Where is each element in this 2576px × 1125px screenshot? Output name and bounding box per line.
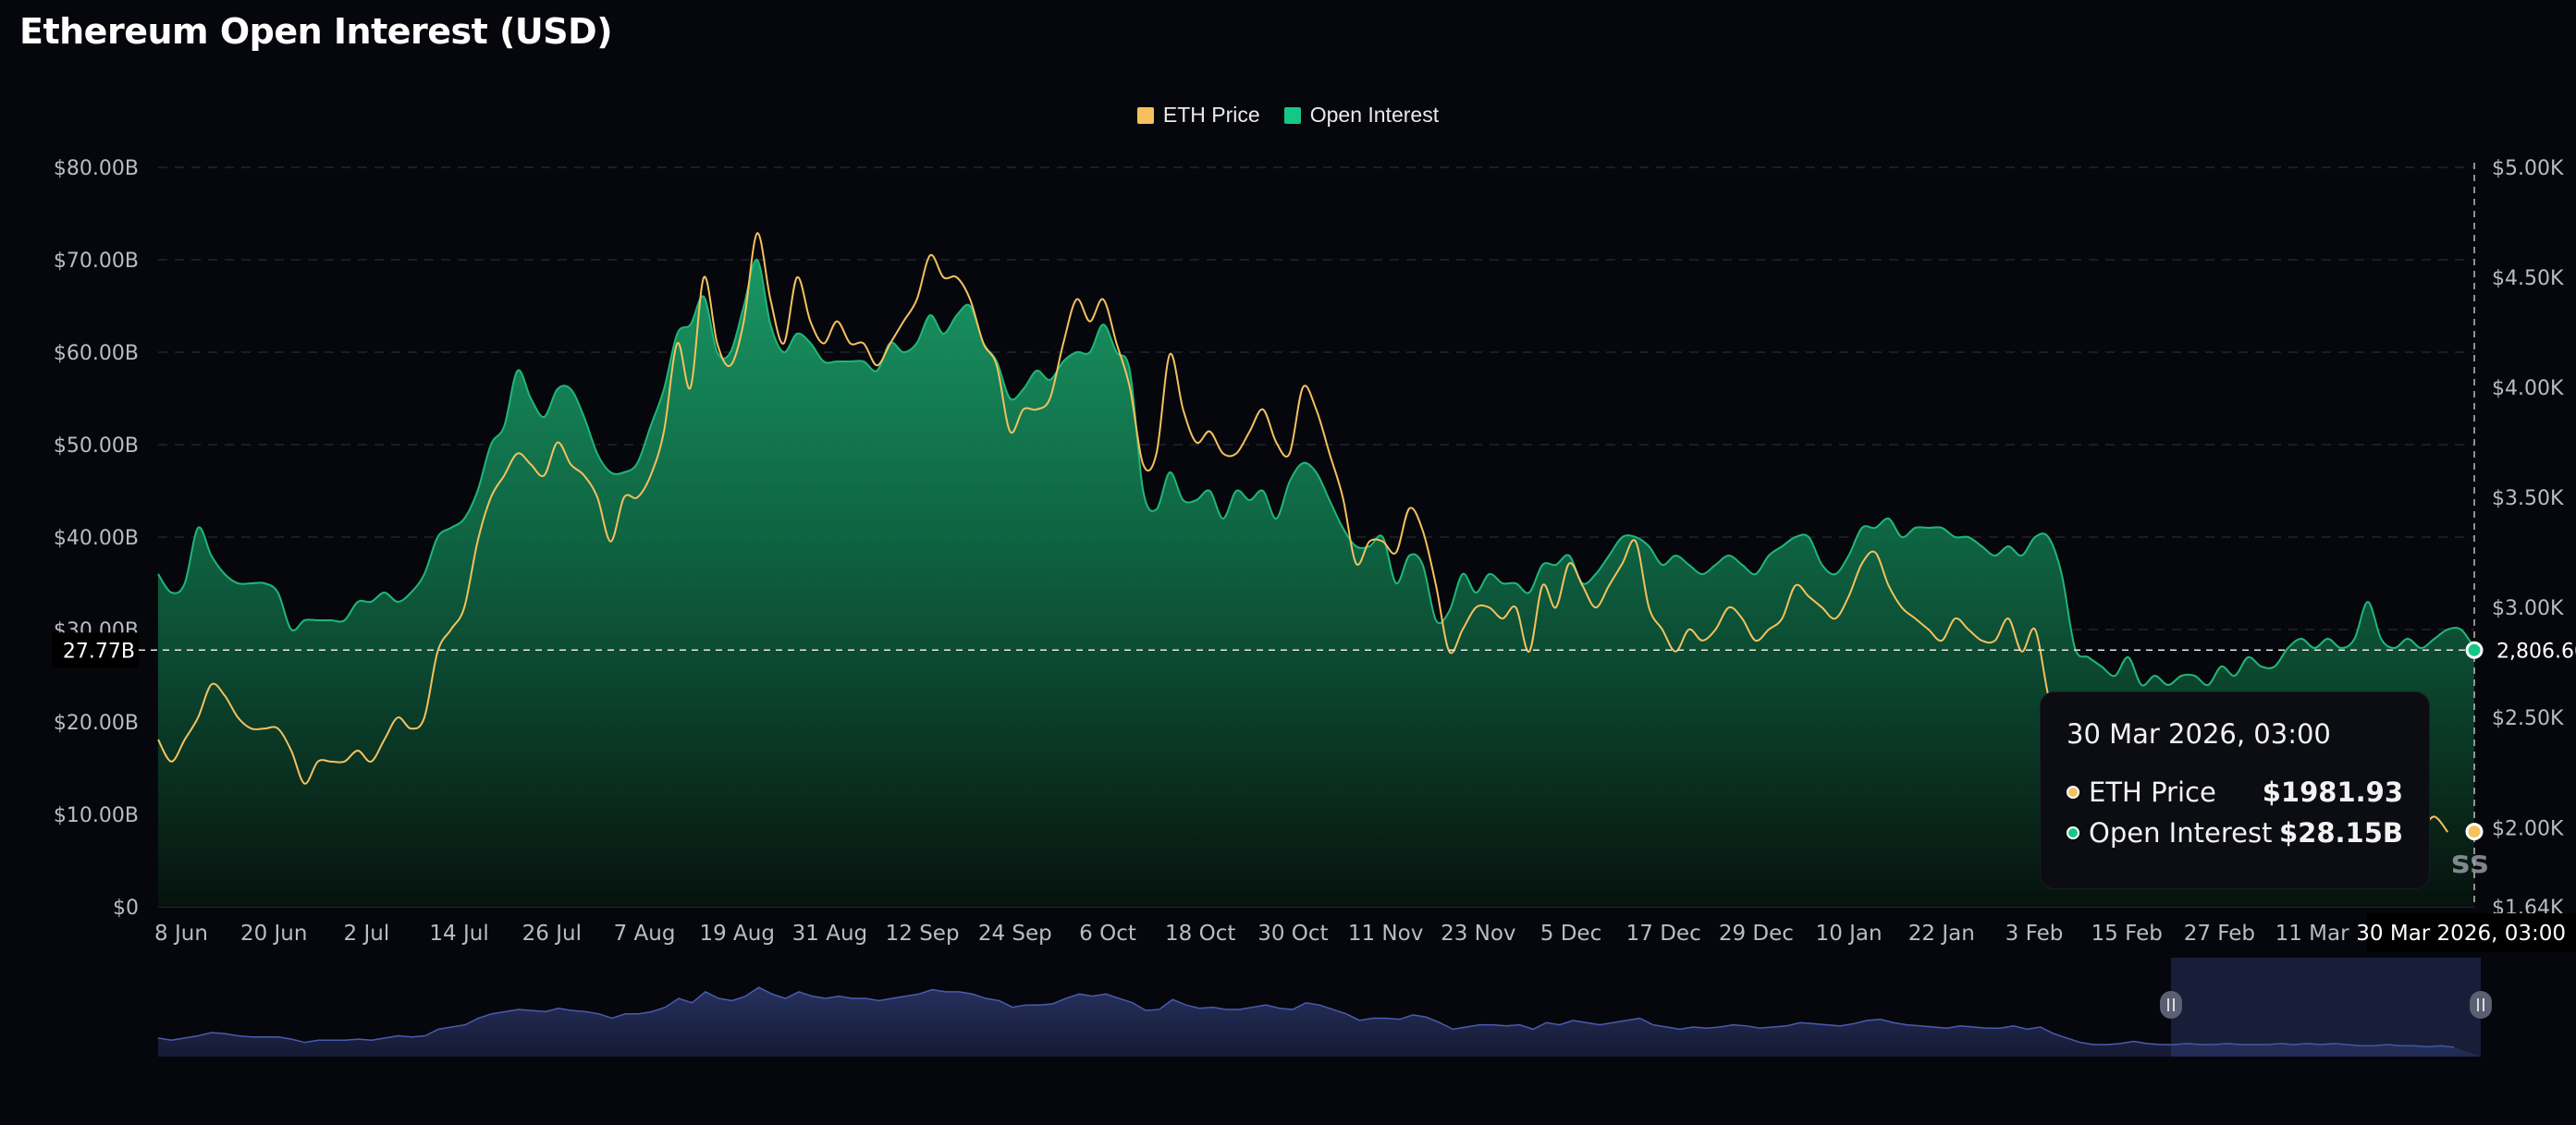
handle-grip [2470,991,2492,1019]
x-tick-label: 15 Feb [2091,922,2163,946]
series-line-open-interest [157,258,2475,687]
left-y-axis: $0$10.00B$20.00B$30.00B$40.00B$50.00B$60… [54,157,139,920]
x-tick-label: 2 Jul [344,922,390,946]
tooltip-label-eth-price: ETH Price [2089,776,2216,808]
handle-grip [2160,991,2182,1019]
hover-point-eth-price [2465,823,2484,841]
right-tick-label: $3.50K [2492,487,2564,510]
x-tick-label: 12 Sep [886,922,960,946]
tooltip-value-eth-price: $1981.93 [2262,776,2403,808]
series-area-open-interest [158,259,2474,907]
x-tick-label: 7 Aug [614,922,676,946]
x-tick-label: 11 Mar [2275,922,2350,946]
crosshair-bottom-label: 30 Mar 2026, 03:00 [2356,922,2566,946]
legend-item-eth-price[interactable]: ETH Price [1136,103,1260,128]
x-tick-label: 19 Aug [699,922,775,946]
left-tick-label: $10.00B [54,804,139,827]
x-tick-label: 22 Jan [1908,922,1975,946]
x-tick-label: 18 Oct [1165,922,1235,946]
hover-point-open-interest [2465,641,2484,659]
left-tick-label: $60.00B [54,342,139,365]
navigator-handle-left[interactable] [2160,991,2182,1019]
navigator-selection[interactable] [2171,958,2481,1057]
x-tick-label: 26 Jul [522,922,582,946]
x-tick-label: 8 Jun [154,922,208,946]
x-axis: 8 Jun 20 Jun 2 Jul 14 Jul 26 Jul 7 Aug 19 Aug 3… [154,922,2349,946]
x-tick-label: 14 Jul [429,922,488,946]
range-navigator[interactable] [157,958,2492,1057]
legend-item-open-interest[interactable]: Open Interest [1283,103,1440,128]
x-tick-label: 20 Jun [240,922,308,946]
right-y-axis: $1.64K$2.00K$2.50K$3.00K$3.50K$4.00K$4.5… [2492,157,2564,920]
left-tick-label: $0 [113,897,139,920]
right-tick-label: $4.50K [2492,267,2564,290]
crosshair: 27.77B 2,806.60 30 Mar 2026, 03:00 [52,163,2576,952]
left-tick-label: $50.00B [54,434,139,458]
watermark-text: ss [2451,844,2488,881]
x-tick-label: 23 Nov [1441,922,1515,946]
x-tick-label: 10 Jan [1816,922,1883,946]
right-tick-label: $2.50K [2492,707,2564,730]
tooltip-row-eth-price: ETH Price $1981.93 [2067,772,2403,813]
x-tick-label: 24 Sep [978,922,1052,946]
tooltip-dot-eth-price [2067,786,2079,799]
left-tick-label: $40.00B [54,527,139,550]
legend-label-open-interest: Open Interest [1309,103,1440,127]
x-tick-label: 11 Nov [1348,922,1423,946]
crosshair-left-label-box [52,632,139,668]
legend-swatch-open-interest [1283,106,1301,124]
x-tick-label: 31 Aug [792,922,868,946]
hover-tooltip: 30 Mar 2026, 03:00 ETH Price $1981.93 Op… [2040,691,2430,889]
legend-label-eth-price: ETH Price [1162,103,1260,127]
navigator-line [157,986,2455,1048]
x-tick-label: 17 Dec [1626,922,1701,946]
crosshair-right-label: 2,806.60 [2496,640,2576,663]
legend-swatch-eth-price [1136,106,1154,124]
tooltip-value-open-interest: $28.15B [2278,817,2403,849]
left-tick-label: $70.00B [54,250,139,273]
right-tick-label: $2.00K [2492,817,2564,840]
chart-legend: ETH Price Open Interest [0,103,2576,128]
tooltip-label-open-interest: Open Interest [2089,817,2273,849]
right-tick-label: $5.00K [2492,157,2564,180]
x-tick-label: 27 Feb [2184,922,2255,946]
x-tick-label: 30 Oct [1257,922,1328,946]
left-tick-label: $80.00B [54,157,139,180]
x-tick-label: 29 Dec [1719,922,1794,946]
crosshair-left-label: 27.77B [63,640,135,663]
crosshair-bottom-label-box [2367,913,2576,952]
x-tick-label: 3 Feb [2006,922,2064,946]
navigator-handle-right[interactable] [2470,991,2492,1019]
left-tick-label: $20.00B [54,712,139,735]
page-title: Ethereum Open Interest (USD) [19,11,613,52]
tooltip-dot-open-interest [2067,826,2079,839]
tooltip-time: 30 Mar 2026, 03:00 [2067,718,2331,750]
right-tick-label: $3.00K [2492,597,2564,620]
right-tick-label: $4.00K [2492,377,2564,400]
tooltip-row-open-interest: Open Interest $28.15B [2067,813,2403,853]
x-tick-label: 6 Oct [1079,922,1136,946]
x-tick-label: 5 Dec [1540,922,1601,946]
navigator-area [158,987,2481,1057]
